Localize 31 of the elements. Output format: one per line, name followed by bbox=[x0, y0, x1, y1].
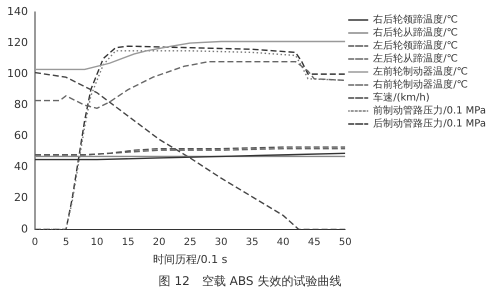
x-tick-label: 35 bbox=[246, 236, 259, 248]
x-tick-label: 50 bbox=[338, 236, 352, 248]
legend-label: 后制动管路压力/0.1 MPa bbox=[373, 118, 486, 130]
legend-label: 右后轮从蹄温度/℃ bbox=[373, 26, 458, 39]
x-tick-label: 20 bbox=[152, 236, 166, 248]
y-tick-label: 40 bbox=[14, 160, 28, 174]
legend-label: 右前轮制动器温度/℃ bbox=[373, 78, 468, 91]
y-tick-label: 20 bbox=[14, 191, 28, 204]
legend-label: 左前轮制动器温度/℃ bbox=[373, 66, 468, 78]
line-series bbox=[34, 60, 346, 109]
y-tick-label: 80 bbox=[14, 98, 28, 112]
legend-label: 车速/(km/h) bbox=[373, 92, 430, 104]
y-tick-label: 60 bbox=[14, 129, 28, 142]
x-tick-label: 45 bbox=[308, 236, 321, 248]
legend-label: 左后轮领蹄温度/℃ bbox=[373, 40, 458, 52]
x-axis-title: 时间历程/0.1 s bbox=[152, 252, 228, 266]
x-tick-label: 0 bbox=[32, 236, 38, 248]
x-tick-label: 5 bbox=[62, 236, 70, 248]
text: 图 12 空载 ABS 失效的试验曲线 bbox=[158, 274, 342, 288]
y-tick-label: 0 bbox=[20, 222, 28, 236]
legend-label: 左后轮从蹄温度/℃ bbox=[373, 52, 458, 65]
x-tick-label: 10 bbox=[90, 236, 104, 248]
x-tick-label: 25 bbox=[184, 236, 196, 248]
y-tick-label: 140 bbox=[6, 4, 28, 18]
legend-label: 前制动管路压力/0.1 MPa bbox=[373, 104, 486, 117]
x-tick-label: 30 bbox=[214, 236, 228, 248]
legend-label: 右后轮领蹄温度/℃ bbox=[373, 14, 458, 26]
y-tick-label: 120 bbox=[6, 36, 28, 49]
x-tick-label: 40 bbox=[276, 236, 290, 248]
x-tick-label: 15 bbox=[122, 236, 134, 248]
y-tick-label: 100 bbox=[6, 66, 28, 80]
